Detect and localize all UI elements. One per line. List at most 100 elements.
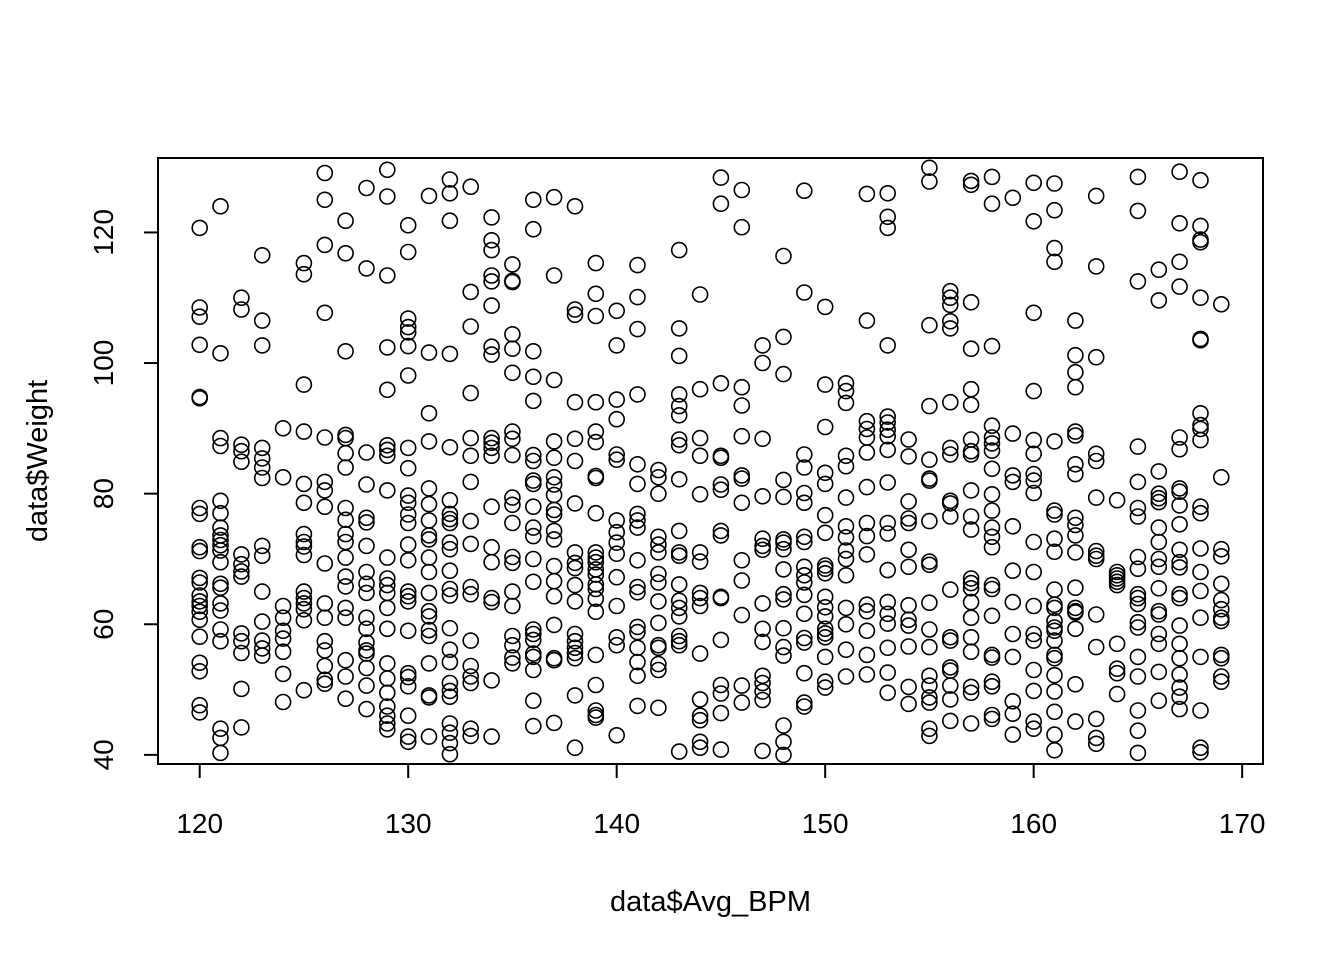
data-point [566, 632, 584, 650]
data-point [233, 632, 250, 650]
data-point [399, 506, 417, 523]
data-point [295, 589, 313, 607]
data-point [1192, 743, 1209, 761]
data-point [650, 574, 667, 591]
data-point [1150, 261, 1168, 279]
data-point [524, 191, 542, 209]
data-point [483, 439, 500, 457]
x-tick-label: 170 [1219, 808, 1266, 839]
data-point [712, 685, 730, 702]
data-point [420, 495, 438, 513]
data-point [962, 172, 980, 190]
data-point [441, 745, 459, 763]
data-point [316, 429, 334, 446]
data-point [295, 546, 313, 564]
data-point [587, 590, 605, 608]
data-point [1150, 579, 1168, 597]
data-point [712, 589, 730, 607]
data-point [420, 728, 438, 745]
data-point [1067, 713, 1084, 730]
data-point [233, 568, 250, 585]
data-point [712, 676, 730, 694]
data-point [837, 529, 855, 546]
data-point [504, 597, 521, 615]
data-point [462, 447, 480, 465]
data-point [316, 675, 334, 693]
data-point [775, 471, 792, 489]
data-point [524, 661, 542, 679]
data-point [754, 742, 771, 760]
data-point [399, 664, 417, 682]
data-point [754, 537, 771, 555]
data-point [316, 498, 334, 516]
data-point [775, 247, 792, 265]
data-point [670, 743, 688, 760]
data-point [566, 198, 584, 215]
data-point [837, 550, 855, 568]
data-point [358, 537, 375, 555]
data-point [1025, 174, 1042, 192]
data-point [524, 392, 542, 410]
data-point [629, 653, 646, 671]
data-point [1108, 660, 1126, 678]
data-point [1129, 548, 1147, 566]
data-point [483, 346, 500, 363]
data-point [983, 337, 1001, 355]
data-point [1213, 575, 1230, 593]
data-point [1046, 239, 1063, 257]
data-point [1025, 682, 1042, 700]
data-point [712, 481, 730, 499]
data-point [1046, 506, 1063, 523]
data-point [1150, 292, 1168, 309]
data-point [629, 475, 646, 493]
data-point [378, 599, 396, 617]
data-point [441, 534, 459, 551]
data-point [670, 386, 688, 403]
data-point [879, 414, 897, 431]
data-point [900, 611, 917, 629]
data-point [524, 220, 542, 238]
data-point [1213, 668, 1230, 685]
data-point [754, 530, 771, 548]
data-point [545, 616, 563, 634]
data-point [1025, 563, 1042, 581]
data-point [1108, 576, 1126, 594]
data-point [921, 689, 938, 706]
data-point [587, 307, 605, 325]
data-point [587, 393, 605, 411]
data-point [420, 602, 438, 620]
data-point [775, 365, 792, 383]
data-point [691, 485, 709, 503]
data-point [358, 179, 375, 197]
data-point [316, 671, 334, 689]
data-point [837, 542, 855, 559]
data-point [712, 374, 730, 392]
data-point [441, 171, 459, 188]
data-point [983, 538, 1001, 556]
data-point [253, 469, 271, 487]
data-point [212, 632, 229, 650]
data-point [420, 621, 438, 639]
data-point [608, 597, 626, 615]
data-point [900, 678, 917, 696]
data-point [1067, 465, 1084, 483]
data-point [1171, 559, 1188, 576]
data-point [191, 597, 208, 615]
data-point [983, 607, 1001, 625]
data-point [1108, 635, 1126, 653]
data-point [1067, 579, 1084, 597]
data-point [629, 519, 646, 536]
data-point [795, 528, 813, 546]
data-point [900, 695, 917, 713]
data-point [420, 563, 438, 581]
data-point [504, 489, 521, 506]
x-tick-label: 130 [385, 808, 432, 839]
data-point [378, 482, 396, 499]
data-point [858, 312, 876, 329]
data-point [795, 574, 813, 591]
data-point [1171, 253, 1188, 271]
data-point [253, 583, 271, 600]
data-point [879, 185, 897, 202]
data-point [420, 527, 438, 544]
x-axis: 120 130 140 150 160 170 [176, 763, 1266, 839]
